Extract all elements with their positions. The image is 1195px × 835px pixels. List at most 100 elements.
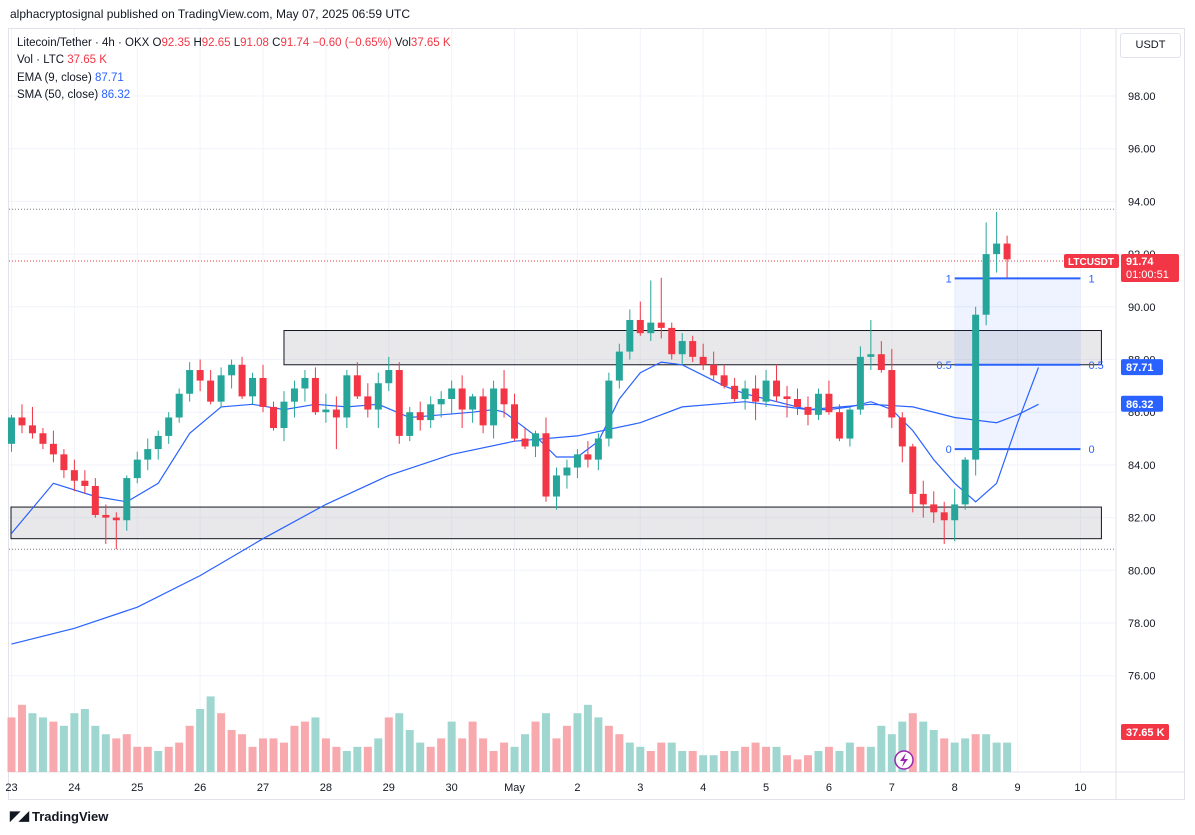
candle-body: [165, 417, 173, 436]
time-axis-tick: 9: [1015, 782, 1021, 794]
price-axis-tick: 82.00: [1128, 513, 1156, 525]
time-axis-tick: 25: [131, 782, 143, 794]
candle-body: [228, 364, 236, 376]
volume-bar: [164, 746, 173, 772]
legend-ema-label: EMA (9, close): [17, 71, 92, 84]
volume-bar: [395, 713, 404, 772]
candle-body: [668, 327, 676, 355]
volume-bar: [531, 721, 540, 772]
footer-brand[interactable]: ◤◢ TradingView: [10, 808, 108, 824]
chart-legend: Litecoin/Tether · 4h · OKX O92.35 H92.65…: [17, 35, 451, 104]
candle-body: [123, 478, 131, 521]
volume-bar: [667, 742, 676, 772]
candle-body: [186, 370, 194, 394]
volume-bar: [7, 717, 16, 772]
candle-body: [70, 470, 78, 481]
volume-bar: [342, 751, 351, 772]
volume-bar: [625, 742, 634, 772]
volume-bar: [636, 746, 645, 772]
chart-frame: [8, 28, 1185, 800]
fib-level-label-left: 1: [946, 273, 952, 285]
volume-bar: [730, 751, 739, 772]
volume-bar: [562, 725, 571, 772]
time-axis-tick: 2: [574, 782, 580, 794]
legend-low: 91.08: [240, 37, 269, 49]
time-axis-tick: 29: [383, 782, 395, 794]
ema-value-tag-text: 87.71: [1126, 362, 1154, 374]
volume-bar: [709, 755, 718, 772]
volume-bar: [416, 742, 425, 772]
candle-body: [657, 322, 665, 328]
volume-bar: [238, 734, 247, 772]
candle-body: [39, 433, 47, 444]
legend-volume-row[interactable]: Vol · LTC 37.65 K: [17, 52, 451, 69]
price-axis-tick: 98.00: [1128, 91, 1156, 103]
time-axis-tick: 26: [194, 782, 206, 794]
volume-bar: [793, 759, 802, 772]
volume-bar: [877, 725, 886, 772]
volume-bar: [594, 717, 603, 772]
volume-bar: [426, 746, 435, 772]
volume-bar: [741, 746, 750, 772]
volume-bar: [384, 717, 393, 772]
candle-body: [133, 459, 141, 479]
volume-bar: [688, 751, 697, 772]
candle-body: [458, 388, 466, 410]
price-axis-tick: 90.00: [1128, 302, 1156, 314]
legend-ema-row[interactable]: EMA (9, close) 87.71: [17, 70, 451, 87]
symbol-tag-text: LTCUSDT: [1068, 257, 1114, 268]
volume-bar: [59, 725, 68, 772]
time-axis-tick: 24: [68, 782, 80, 794]
volume-value-tag: [1121, 724, 1169, 740]
legend-ema-value: 87.71: [94, 71, 124, 84]
legend-low-label: L: [233, 37, 241, 49]
volume-bar: [866, 746, 875, 772]
volume-bar: [279, 742, 288, 772]
time-axis-tick: 28: [320, 782, 332, 794]
candle-body: [469, 396, 477, 410]
candle-body: [605, 380, 613, 439]
legend-sma-label: SMA (50, close): [17, 88, 99, 101]
ema-value-tag: [1121, 359, 1163, 376]
candle-body: [636, 319, 644, 334]
candle-body: [322, 409, 330, 413]
candle-body: [877, 354, 885, 371]
volume-bar: [982, 734, 991, 772]
candle-body: [804, 406, 812, 415]
volume-bar: [196, 709, 205, 772]
volume-bar: [1003, 742, 1012, 772]
volume-bar: [206, 696, 215, 772]
legend-sma-row[interactable]: SMA (50, close) 86.32: [17, 87, 451, 104]
currency-button[interactable]: USDT: [1120, 33, 1181, 58]
legend-volume-label: Vol · LTC: [17, 54, 65, 67]
price-axis-tick: 84.00: [1128, 460, 1156, 472]
volume-bar: [311, 717, 320, 772]
legend-vol: 37.65 K: [410, 37, 451, 49]
candle-body: [500, 388, 508, 405]
candle-body: [217, 375, 225, 402]
legend-symbol[interactable]: Litecoin/Tether · 4h · OKX: [17, 37, 150, 49]
last-price-text: 91.74: [1126, 256, 1154, 268]
candle-body: [563, 467, 571, 476]
candle-body: [689, 341, 697, 357]
candle-body: [626, 319, 634, 352]
candle-body: [825, 393, 833, 413]
candle-body: [584, 454, 592, 460]
candle-body: [395, 370, 403, 436]
volume-bar: [269, 738, 278, 772]
volume-bar: [887, 734, 896, 772]
candle-body: [91, 485, 99, 515]
volume-bar: [961, 738, 970, 772]
candle-body: [437, 399, 445, 405]
candle-body: [647, 322, 655, 334]
legend-volume-value: 37.65 K: [67, 54, 107, 67]
candle-body: [940, 512, 948, 521]
price-axis-tick: 80.00: [1128, 565, 1156, 577]
fib-level-label-right: 0: [1088, 444, 1094, 456]
legend-vol-label: Vol: [394, 37, 411, 49]
volume-bar: [227, 730, 236, 772]
volume-bar: [971, 734, 980, 772]
candle-body: [81, 480, 89, 486]
volume-bar: [762, 746, 771, 772]
